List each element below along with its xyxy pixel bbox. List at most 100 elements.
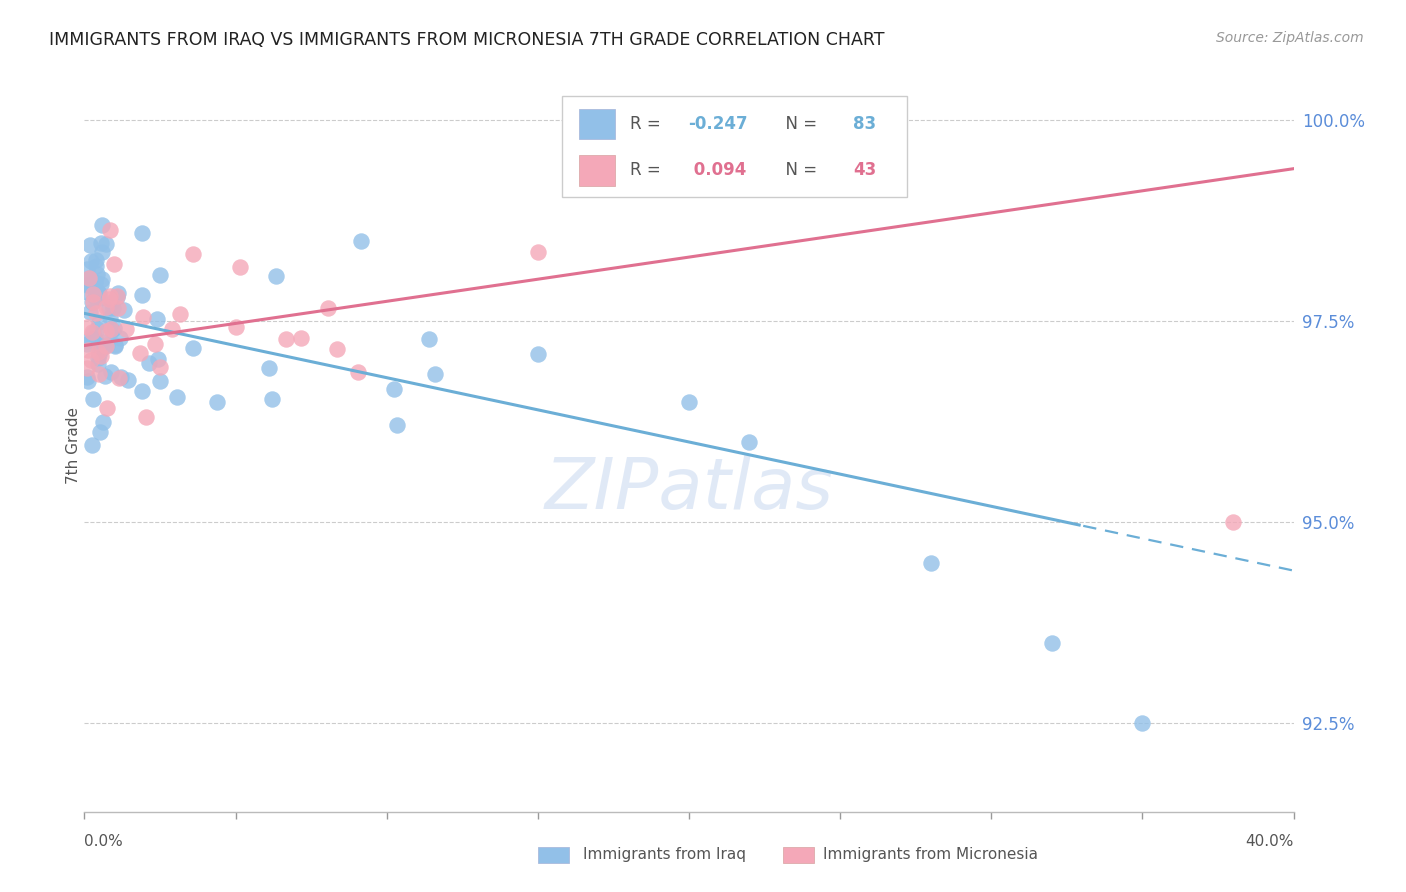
Text: 0.094: 0.094 — [688, 161, 747, 179]
Point — [96, 401, 118, 415]
Point — [90, 342, 112, 356]
Point — [135, 409, 157, 424]
Point — [84, 259, 107, 273]
Point — [108, 331, 131, 345]
FancyBboxPatch shape — [579, 155, 616, 186]
Point — [108, 370, 131, 384]
Point — [257, 361, 280, 376]
FancyBboxPatch shape — [579, 109, 616, 139]
Point — [148, 351, 170, 366]
Text: Immigrants from Iraq: Immigrants from Iraq — [583, 847, 747, 862]
Point — [79, 238, 101, 252]
Point — [87, 367, 110, 381]
Point — [166, 390, 188, 404]
Point — [799, 168, 821, 182]
Point — [1222, 516, 1244, 530]
Point — [384, 382, 406, 396]
Point — [90, 277, 112, 292]
Point — [93, 334, 115, 349]
Point — [87, 315, 110, 329]
Point — [112, 302, 135, 317]
Point — [91, 272, 114, 286]
Point — [94, 338, 117, 352]
Point — [96, 337, 118, 351]
Point — [82, 294, 104, 309]
Point — [100, 366, 122, 380]
Point — [94, 237, 117, 252]
Y-axis label: 7th Grade: 7th Grade — [66, 408, 80, 484]
Point — [274, 332, 297, 346]
Point — [101, 322, 124, 336]
Point — [90, 350, 112, 364]
Point — [425, 367, 447, 381]
Point — [77, 343, 100, 357]
Point — [90, 235, 112, 250]
Point — [76, 369, 98, 384]
Point — [103, 321, 125, 335]
Point — [91, 218, 114, 232]
Point — [527, 245, 550, 260]
Point — [89, 292, 111, 306]
Text: ZIPatlas: ZIPatlas — [544, 456, 834, 524]
Point — [96, 300, 118, 314]
Text: Source: ZipAtlas.com: Source: ZipAtlas.com — [1216, 31, 1364, 45]
Point — [114, 322, 136, 336]
Point — [91, 415, 114, 429]
Point — [87, 351, 110, 365]
Point — [89, 347, 111, 361]
FancyBboxPatch shape — [538, 847, 569, 863]
Point — [82, 286, 104, 301]
Point — [82, 392, 104, 406]
Point — [385, 417, 408, 432]
Point — [207, 395, 229, 409]
Point — [80, 438, 103, 452]
Text: R =: R = — [630, 161, 665, 179]
Point — [264, 268, 287, 283]
Point — [350, 235, 373, 249]
Text: N =: N = — [775, 161, 823, 179]
Point — [82, 331, 104, 345]
Point — [229, 260, 252, 274]
Text: Immigrants from Micronesia: Immigrants from Micronesia — [823, 847, 1038, 862]
Point — [148, 359, 170, 374]
Point — [101, 295, 124, 310]
Point — [76, 277, 98, 292]
Text: 83: 83 — [853, 115, 876, 133]
Point — [117, 373, 139, 387]
Point — [87, 286, 110, 301]
FancyBboxPatch shape — [783, 847, 814, 863]
Point — [84, 253, 107, 268]
Point — [527, 346, 550, 360]
Point — [326, 342, 349, 356]
Point — [103, 257, 125, 271]
Point — [98, 289, 121, 303]
Point — [138, 356, 160, 370]
Point — [79, 304, 101, 318]
Point — [96, 324, 118, 338]
Point — [107, 301, 129, 315]
Text: IMMIGRANTS FROM IRAQ VS IMMIGRANTS FROM MICRONESIA 7TH GRADE CORRELATION CHART: IMMIGRANTS FROM IRAQ VS IMMIGRANTS FROM … — [49, 31, 884, 49]
Point — [87, 357, 110, 371]
Point — [76, 360, 98, 375]
Point — [84, 334, 107, 348]
Point — [98, 223, 121, 237]
Point — [80, 254, 103, 268]
Point — [149, 374, 172, 388]
Point — [100, 321, 122, 335]
Point — [76, 336, 98, 351]
Point — [678, 394, 700, 409]
Point — [76, 374, 98, 388]
Point — [131, 288, 153, 302]
Point — [86, 322, 108, 336]
Point — [131, 227, 153, 241]
Point — [110, 370, 132, 384]
Point — [418, 332, 440, 346]
Text: N =: N = — [775, 115, 823, 133]
Text: -0.247: -0.247 — [688, 115, 748, 133]
Point — [316, 301, 339, 315]
Point — [105, 290, 128, 304]
Text: 40.0%: 40.0% — [1246, 834, 1294, 848]
Point — [169, 307, 191, 321]
Text: 43: 43 — [853, 161, 876, 179]
Point — [77, 271, 100, 285]
